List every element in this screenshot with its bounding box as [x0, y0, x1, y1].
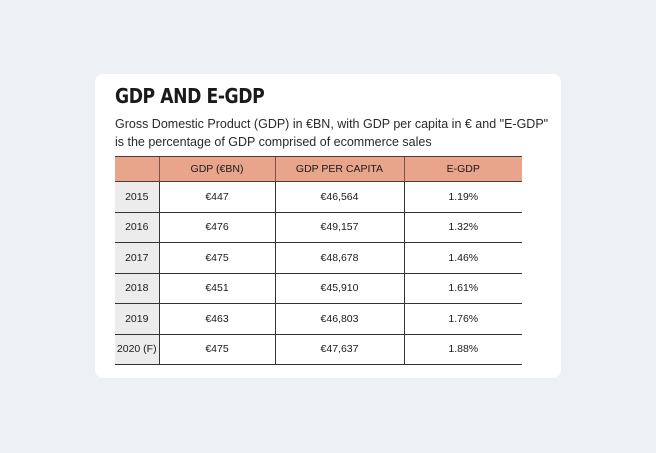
gdp-table: GDP (€BN) GDP PER CAPITA E-GDP 2015 €447 €… — [115, 156, 522, 365]
table-body: 2015 €447 €46,564 1.19% 2016 €476 €49,157 1.32%… — [115, 181, 522, 365]
table-row: 2020 (F) €475 €47,637 1.88% — [115, 334, 522, 365]
year-cell: 2020 (F) — [115, 334, 159, 365]
year-cell: 2017 — [115, 242, 159, 274]
chart-title: GDP AND E-GDP — [115, 84, 265, 108]
year-cell: 2019 — [115, 303, 159, 335]
e-gdp-cell: 1.88% — [403, 334, 522, 365]
gdp-cell: €463 — [158, 303, 275, 335]
header-row: GDP (€BN) GDP PER CAPITA E-GDP — [115, 156, 522, 182]
gdp-per-capita-cell: €46,803 — [274, 303, 404, 335]
gdp-card: GDP AND E-GDP Gross Domestic Product (GD… — [95, 74, 561, 378]
gdp-cell: €476 — [158, 212, 275, 243]
gdp-per-capita-cell: €48,678 — [274, 242, 404, 274]
gdp-cell: €447 — [158, 181, 275, 213]
table-row: 2019 €463 €46,803 1.76% — [115, 303, 522, 335]
gdp-per-capita-cell: €45,910 — [274, 273, 404, 304]
header-gdp-per-capita: GDP PER CAPITA — [274, 156, 404, 182]
year-cell: 2015 — [115, 181, 159, 213]
table-header: GDP (€BN) GDP PER CAPITA E-GDP — [115, 156, 522, 182]
e-gdp-cell: 1.76% — [403, 303, 522, 335]
table-row: 2018 €451 €45,910 1.61% — [115, 273, 522, 304]
gdp-cell: €475 — [158, 334, 275, 365]
chart-subtitle: Gross Domestic Product (GDP) in €BN, wit… — [115, 117, 549, 149]
gdp-cell: €451 — [158, 273, 275, 304]
table-row: 2017 €475 €48,678 1.46% — [115, 242, 522, 274]
header-e-gdp: E-GDP — [403, 156, 522, 182]
table-row: 2016 €476 €49,157 1.32% — [115, 212, 522, 243]
e-gdp-cell: 1.61% — [403, 273, 522, 304]
year-cell: 2016 — [115, 212, 159, 243]
gdp-per-capita-cell: €46,564 — [274, 181, 404, 213]
year-cell: 2018 — [115, 273, 159, 304]
e-gdp-cell: 1.32% — [403, 212, 522, 243]
header-gdp: GDP (€BN) — [158, 156, 275, 182]
gdp-per-capita-cell: €47,637 — [274, 334, 404, 365]
e-gdp-cell: 1.46% — [403, 242, 522, 274]
gdp-per-capita-cell: €49,157 — [274, 212, 404, 243]
table-row: 2015 €447 €46,564 1.19% — [115, 181, 522, 213]
header-year — [115, 156, 159, 182]
gdp-cell: €475 — [158, 242, 275, 274]
e-gdp-cell: 1.19% — [403, 181, 522, 213]
